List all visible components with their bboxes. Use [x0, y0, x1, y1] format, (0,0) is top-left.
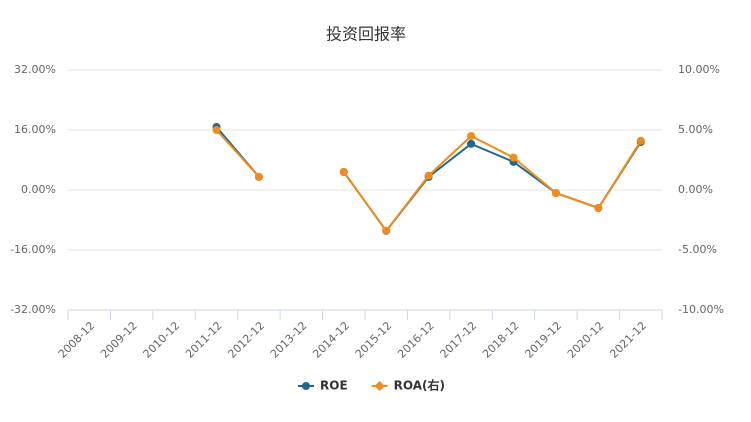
y2-tick-label: -5.00%: [678, 243, 717, 256]
x-tick-label: 2013-12: [268, 319, 310, 361]
data-point: [212, 126, 221, 134]
legend-symbol: [374, 381, 385, 391]
legend-label: ROE: [320, 379, 348, 393]
x-tick-label: 2016-12: [395, 319, 437, 361]
x-tick-label: 2018-12: [480, 319, 522, 361]
y-tick-label: -32.00%: [10, 303, 56, 316]
y-tick-label: -16.00%: [10, 243, 56, 256]
data-point: [382, 226, 391, 235]
data-point: [467, 132, 476, 140]
x-tick-label: 2015-12: [353, 319, 395, 361]
data-point: [551, 189, 560, 197]
x-tick-label: 2012-12: [225, 319, 267, 361]
chart-title: 投资回报率: [326, 25, 406, 44]
x-tick-label: 2009-12: [98, 319, 140, 361]
legend-symbol: [302, 382, 310, 390]
data-point: [424, 171, 433, 180]
data-point: [636, 136, 645, 145]
x-tick-label: 2021-12: [607, 319, 649, 361]
y-tick-label: 32.00%: [14, 63, 56, 76]
data-point: [254, 172, 263, 181]
x-tick-label: 2014-12: [310, 319, 352, 361]
y-tick-label: 16.00%: [14, 123, 56, 136]
x-tick-label: 2019-12: [522, 319, 564, 361]
series-line: [215, 129, 642, 233]
x-tick-label: 2017-12: [438, 319, 480, 361]
x-tick-label: 2020-12: [565, 319, 607, 361]
y-tick-label: 0.00%: [21, 183, 56, 196]
y2-tick-label: 0.00%: [678, 183, 713, 196]
data-point: [467, 139, 476, 148]
data-point: [594, 204, 603, 212]
y2-tick-label: -10.00%: [678, 303, 724, 316]
y2-tick-label: 5.00%: [678, 123, 713, 136]
x-tick-label: 2008-12: [56, 319, 98, 361]
y2-tick-label: 10.00%: [678, 63, 720, 76]
data-point: [509, 153, 518, 162]
x-tick-label: 2011-12: [183, 319, 225, 361]
legend-label: ROA(右): [394, 378, 445, 393]
data-point: [339, 168, 348, 176]
x-tick-label: 2010-12: [141, 319, 183, 361]
